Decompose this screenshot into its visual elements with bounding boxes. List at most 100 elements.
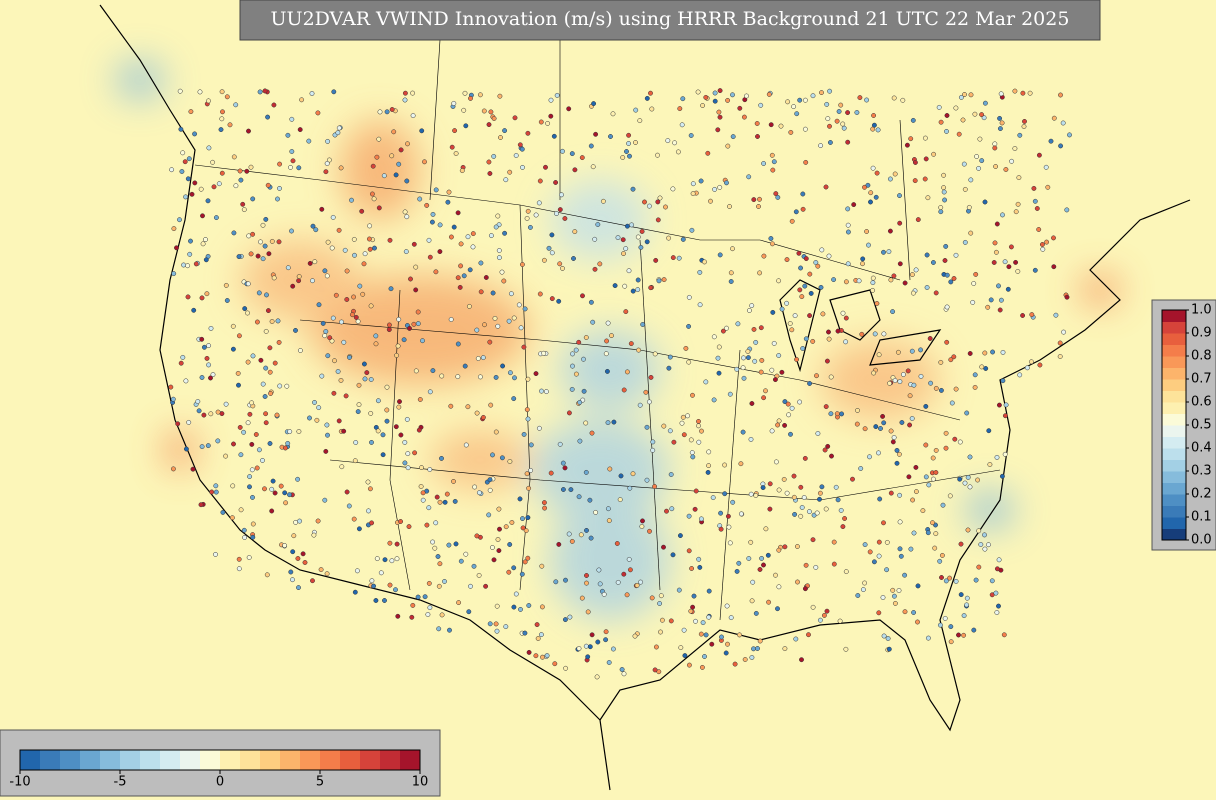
observation (357, 283, 363, 289)
observation (556, 298, 562, 304)
observation (610, 111, 616, 117)
observation (511, 396, 517, 402)
observation (502, 230, 508, 236)
observation (437, 561, 443, 567)
observation (866, 242, 871, 248)
observation (697, 269, 703, 275)
observation (965, 527, 971, 533)
observation (245, 420, 251, 426)
observation (890, 439, 896, 445)
observation (384, 407, 390, 413)
observation (323, 169, 329, 175)
observation (977, 136, 983, 142)
observation (376, 136, 382, 142)
observation (724, 603, 730, 609)
observation (840, 310, 846, 316)
observation (972, 384, 978, 390)
observation (953, 252, 959, 258)
observation (361, 361, 367, 367)
observation (886, 646, 892, 652)
observation (549, 296, 555, 302)
observation (896, 451, 902, 457)
observation (320, 320, 326, 326)
observation (409, 614, 415, 620)
observation (831, 277, 837, 283)
observation (493, 374, 499, 380)
observation (373, 333, 379, 339)
observation (576, 646, 582, 651)
observation (993, 249, 999, 255)
observation (310, 278, 315, 284)
observation (560, 487, 566, 492)
observation (322, 497, 328, 503)
observation (588, 143, 594, 149)
observation (933, 447, 939, 453)
observation (735, 321, 741, 327)
observation (323, 329, 329, 334)
observation (890, 309, 896, 315)
observation (527, 224, 533, 230)
observation (942, 197, 948, 203)
observation (349, 312, 355, 318)
observation (703, 379, 709, 385)
observation (940, 502, 946, 508)
observation (923, 156, 929, 162)
observation (659, 617, 665, 623)
observation (759, 555, 765, 561)
observation (447, 627, 452, 633)
observation (678, 645, 684, 651)
observation (224, 298, 230, 303)
observation (767, 481, 773, 487)
colorbar-segment (360, 750, 381, 770)
observation (741, 355, 746, 361)
observation (781, 476, 787, 482)
observation (244, 168, 250, 174)
observation (990, 349, 996, 355)
observation (937, 622, 943, 628)
observation (569, 538, 575, 544)
observation (766, 91, 772, 97)
observation (556, 541, 562, 547)
observation (630, 186, 636, 192)
observation (487, 487, 493, 493)
observation (177, 88, 183, 94)
observation (845, 261, 851, 267)
observation (773, 459, 779, 465)
observation (224, 94, 230, 100)
observation (768, 236, 774, 241)
observation (389, 153, 395, 159)
observation (241, 527, 247, 533)
observation (968, 230, 974, 236)
observation (862, 542, 868, 548)
observation (691, 593, 697, 599)
observation (867, 549, 873, 555)
observation (534, 622, 540, 628)
observation (175, 421, 181, 427)
observation (933, 385, 939, 391)
observation (254, 465, 260, 471)
observation (245, 281, 251, 287)
observation (579, 155, 585, 161)
observation (824, 358, 830, 364)
observation (676, 255, 682, 261)
observation (982, 546, 988, 552)
observation (1032, 198, 1038, 204)
observation (933, 290, 939, 296)
observation (538, 119, 544, 125)
observation (725, 143, 731, 149)
observation (231, 154, 237, 160)
observation (794, 544, 800, 549)
observation (605, 420, 611, 426)
observation (1067, 132, 1072, 138)
observation (455, 374, 461, 380)
observation (661, 277, 667, 283)
observation (960, 117, 966, 123)
observation (947, 493, 953, 499)
observation (329, 245, 335, 251)
observation (623, 246, 629, 252)
observation (911, 382, 917, 388)
observation (591, 101, 597, 107)
observation (952, 436, 958, 442)
observation (870, 165, 876, 171)
observation (356, 382, 362, 388)
